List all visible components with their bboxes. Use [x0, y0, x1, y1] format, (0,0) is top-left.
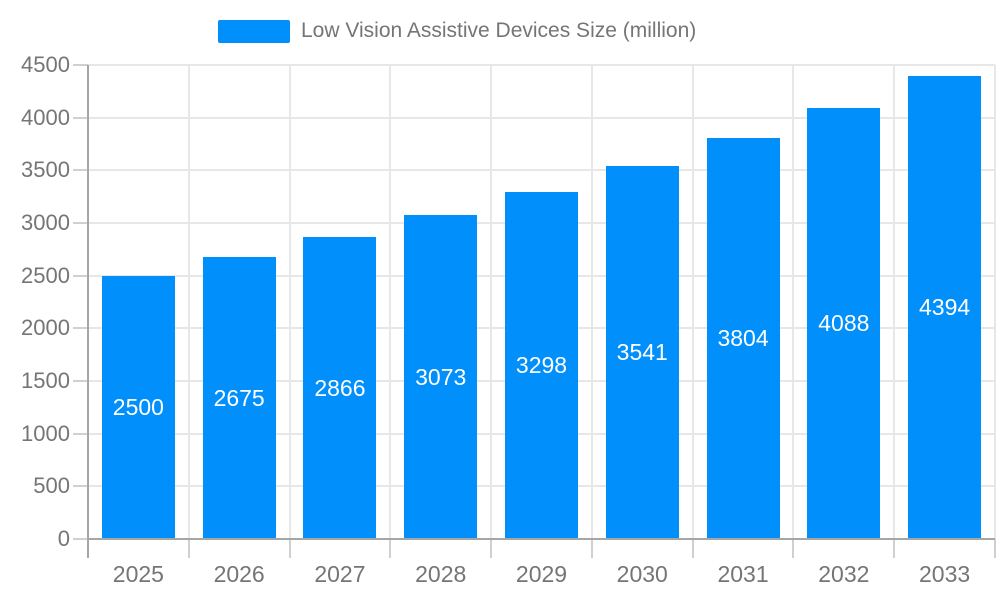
bar: 3541: [605, 166, 679, 539]
x-axis-line: [88, 538, 995, 540]
y-axis-tick: [73, 116, 88, 119]
x-axis-tick: [590, 539, 593, 558]
x-axis-tick-label: 2026: [213, 561, 265, 587]
bar-value-label: 2866: [314, 374, 366, 401]
y-grid-line: [88, 169, 995, 172]
y-axis-tick-label: 500: [33, 473, 70, 499]
x-axis-tick: [691, 539, 694, 558]
legend-label: Low Vision Assistive Devices Size (milli…: [301, 19, 697, 42]
x-axis-tick-label: 2029: [515, 561, 568, 587]
y-axis-tick: [73, 64, 88, 66]
x-axis-tick: [792, 539, 795, 558]
bar-value-label: 3804: [717, 325, 769, 352]
bar: 2866: [303, 237, 377, 539]
y-axis-tick: [73, 538, 88, 540]
x-grid-line: [288, 65, 291, 539]
bar: 3298: [505, 191, 578, 539]
y-axis-tick: [73, 432, 88, 435]
y-axis-tick-label: 1000: [21, 420, 70, 446]
bar: 4394: [908, 76, 982, 539]
bar-value-label: 2675: [213, 384, 265, 411]
legend-swatch: [218, 19, 290, 43]
bar-value-label: 4394: [919, 294, 971, 321]
x-axis-tick: [490, 539, 493, 558]
x-grid-line: [389, 65, 392, 539]
bar: 2500: [101, 275, 175, 539]
y-axis-tick: [73, 274, 88, 277]
bar: 2675: [202, 257, 276, 539]
x-axis-tick-label: 2032: [818, 561, 870, 587]
y-axis-tick-label: 0: [57, 526, 70, 551]
x-grid-line: [691, 65, 694, 539]
x-grid-line: [490, 65, 493, 539]
x-axis-tick-label: 2033: [919, 561, 971, 587]
y-axis-tick-label: 4500: [21, 52, 70, 77]
y-axis-tick-label: 3500: [21, 157, 70, 183]
y-axis-tick-label: 2500: [21, 262, 70, 288]
y-axis-tick-label: 2000: [21, 315, 70, 341]
x-axis-tick: [389, 539, 392, 558]
x-grid-line: [590, 65, 593, 539]
y-grid-line: [88, 64, 995, 66]
x-grid-line: [187, 65, 190, 539]
legend-item[interactable]: Low Vision Assistive Devices Size (milli…: [218, 18, 696, 44]
y-axis-tick-label: 4000: [21, 104, 70, 130]
bar-value-label: 4088: [818, 310, 870, 337]
x-axis-tick-label: 2027: [314, 561, 366, 587]
x-grid-line: [994, 65, 996, 539]
x-axis-tick: [893, 539, 896, 558]
y-axis-line: [87, 65, 89, 558]
x-grid-line: [792, 65, 795, 539]
x-axis-tick: [187, 539, 190, 558]
y-axis-tick: [73, 380, 88, 382]
bar-value-label: 3073: [415, 363, 467, 390]
y-axis-tick-label: 1500: [21, 368, 70, 393]
bar-value-label: 2500: [112, 393, 164, 420]
x-grid-line: [893, 65, 896, 539]
x-axis-tick-label: 2028: [415, 561, 467, 587]
bar-value-label: 3541: [616, 338, 668, 365]
bar-value-label: 3298: [515, 351, 568, 378]
y-axis-tick: [73, 222, 88, 224]
x-axis-tick-label: 2031: [717, 561, 769, 587]
plot-area: 2500 2675 2866 3073 3298 3541 3804 4088 4394: [88, 64, 996, 539]
x-axis-tick-label: 2030: [616, 561, 668, 587]
y-axis-tick-label: 3000: [21, 210, 70, 235]
y-grid-line: [88, 116, 995, 119]
bar: 3073: [404, 215, 478, 539]
y-axis-tick: [73, 169, 88, 172]
bar: 3804: [706, 138, 780, 539]
y-axis-tick: [73, 327, 88, 330]
y-axis-tick: [73, 485, 88, 488]
x-axis-tick: [994, 539, 996, 558]
x-axis-tick-label: 2025: [112, 561, 164, 587]
bar: 4088: [807, 108, 881, 539]
x-axis-tick: [288, 539, 291, 558]
